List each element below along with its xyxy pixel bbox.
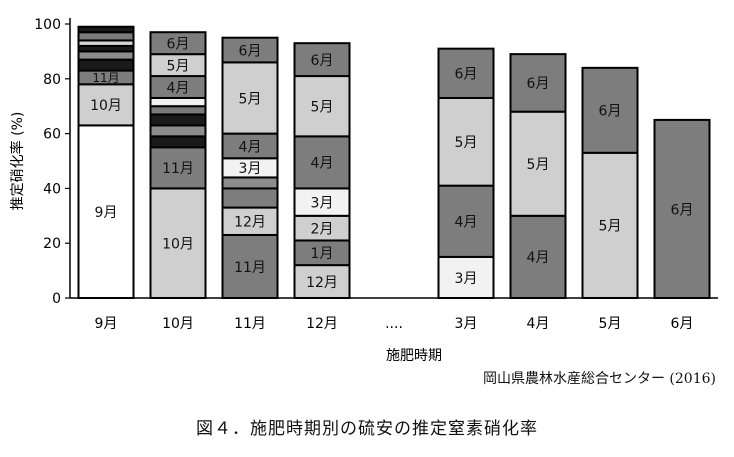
bar-segment bbox=[149, 105, 207, 116]
segment-label: 3月 bbox=[239, 161, 262, 177]
segment-label: 2月 bbox=[311, 221, 334, 237]
bar-segment bbox=[77, 58, 135, 72]
segment-label: 5月 bbox=[167, 58, 190, 74]
segment-label: 11月 bbox=[162, 161, 194, 177]
segment-label: 3月 bbox=[311, 195, 334, 211]
segment-label: 4月 bbox=[311, 156, 334, 172]
y-tick-label: 0 bbox=[52, 291, 61, 307]
x-tick-label: 6月 bbox=[671, 316, 694, 332]
segment-label: 4月 bbox=[239, 139, 262, 155]
bar-segment bbox=[437, 47, 495, 99]
source-credit: 岡山県農林水産総合センター (2016) bbox=[482, 371, 716, 387]
segment-label: 11月 bbox=[234, 260, 266, 276]
segment-label: 5月 bbox=[599, 219, 622, 235]
bar-segment bbox=[77, 25, 135, 34]
bar-segment bbox=[293, 75, 351, 138]
bar-segment bbox=[149, 187, 207, 299]
figure-caption: 図４．施肥時期別の硫安の推定窒素硝化率 bbox=[196, 419, 538, 439]
x-tick-label: 4月 bbox=[527, 316, 550, 332]
y-tick-label: 20 bbox=[43, 236, 61, 252]
segment-label: 4月 bbox=[455, 215, 478, 231]
bar-segment bbox=[581, 151, 639, 299]
segment-label: 9月 bbox=[95, 205, 118, 221]
y-tick-label: 60 bbox=[43, 127, 61, 143]
segment-label: 6月 bbox=[311, 53, 334, 69]
segment-label: 6月 bbox=[455, 67, 478, 83]
segment-label: 10月 bbox=[162, 237, 194, 253]
bar-segment bbox=[437, 255, 495, 299]
bar-segment bbox=[293, 264, 351, 299]
bar-segment bbox=[509, 53, 567, 113]
bar-segment bbox=[77, 83, 135, 127]
bar-segment bbox=[221, 36, 279, 64]
bar-segment bbox=[293, 42, 351, 78]
segment-label: 1月 bbox=[311, 246, 334, 262]
bar-segment bbox=[77, 50, 135, 61]
segment-label: 11月 bbox=[92, 71, 119, 85]
segment-label: 10月 bbox=[90, 98, 122, 114]
segment-label: 5月 bbox=[239, 91, 262, 107]
segment-label: 6月 bbox=[239, 43, 262, 59]
stacked-bar-chart: 0 20 40 60 80 100 推定硝化率 (%) 9月 9月 10月 11月 10月 10月 11月… bbox=[9, 17, 718, 364]
bar-segment bbox=[149, 146, 207, 190]
segment-label: 3月 bbox=[455, 271, 478, 287]
x-tick-label: 3月 bbox=[455, 316, 478, 332]
segment-label: 6月 bbox=[671, 202, 694, 218]
x-tick-label: 10月 bbox=[162, 316, 194, 332]
bar-segment bbox=[149, 135, 207, 149]
y-axis-label: 推定硝化率 (%) bbox=[9, 112, 26, 211]
bar-segment bbox=[509, 110, 567, 217]
segment-label: 6月 bbox=[599, 104, 622, 120]
segment-label: 12月 bbox=[306, 275, 338, 291]
x-axis-label: 施肥時期 bbox=[386, 348, 442, 364]
bar-segment bbox=[437, 184, 495, 258]
bar-segment bbox=[149, 31, 207, 56]
segment-label: 6月 bbox=[527, 76, 550, 92]
y-tick-label: 40 bbox=[43, 181, 61, 197]
bar-segment bbox=[221, 61, 279, 135]
bar-segment bbox=[509, 214, 567, 299]
segment-label: 6月 bbox=[167, 37, 190, 53]
segment-label: 5月 bbox=[311, 100, 334, 116]
bar-segment bbox=[77, 31, 135, 42]
bar-segment bbox=[581, 66, 639, 154]
bar-segment bbox=[149, 96, 207, 108]
x-tick-label: 12月 bbox=[306, 316, 338, 332]
bar-segment bbox=[149, 124, 207, 138]
bar-segment bbox=[221, 187, 279, 209]
y-tick-label: 100 bbox=[34, 17, 61, 33]
x-tick-label: 9月 bbox=[95, 316, 118, 332]
x-tick-label: 11月 bbox=[234, 316, 266, 332]
x-tick-label: 5月 bbox=[599, 316, 622, 332]
bar-segment bbox=[149, 113, 207, 127]
segment-label: 5月 bbox=[527, 157, 550, 173]
bar-segment bbox=[293, 135, 351, 190]
bar-segment bbox=[653, 118, 711, 300]
bar-segment bbox=[221, 176, 279, 190]
bar-segment bbox=[293, 239, 351, 267]
segment-label: 4月 bbox=[527, 250, 550, 266]
y-tick-label: 80 bbox=[43, 72, 61, 88]
bar-segment bbox=[77, 124, 135, 299]
segment-label: 5月 bbox=[455, 135, 478, 151]
segment-label: 4月 bbox=[167, 80, 190, 96]
segment-label: 12月 bbox=[234, 215, 266, 231]
bar-segment bbox=[293, 187, 351, 217]
x-tick-label: .... bbox=[385, 316, 403, 332]
bar-segment bbox=[221, 206, 279, 236]
